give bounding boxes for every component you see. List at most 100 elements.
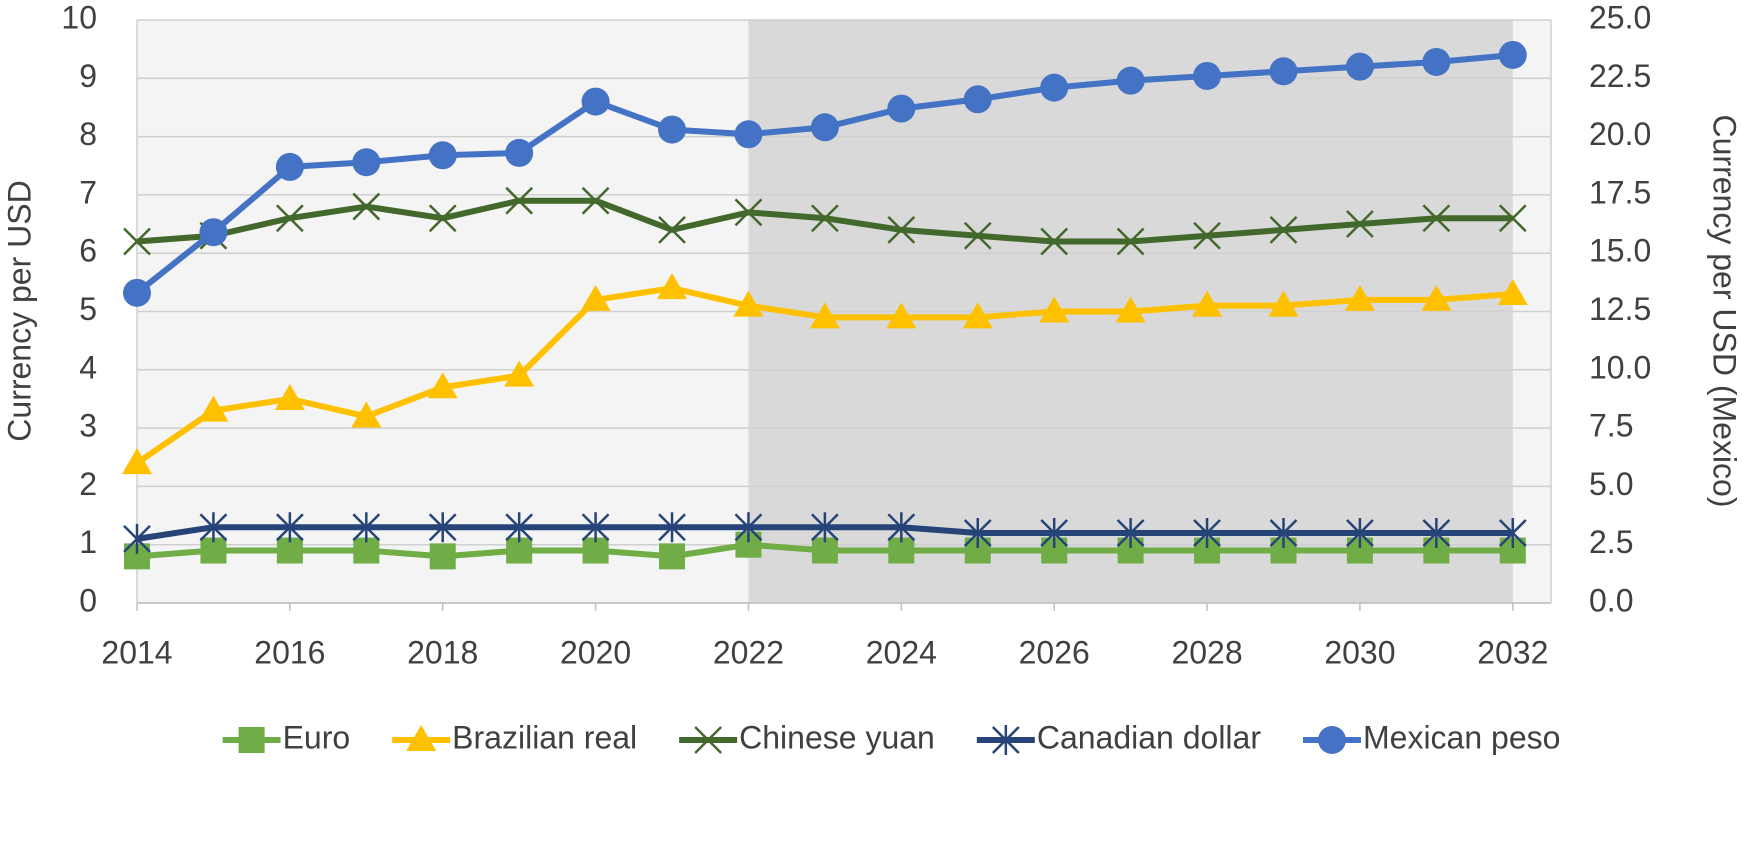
marker-shape bbox=[275, 204, 304, 233]
marker-shape bbox=[1497, 279, 1528, 306]
y-tick-label: 3 bbox=[79, 408, 97, 444]
legend-label: Chinese yuan bbox=[739, 719, 935, 755]
data-point bbox=[504, 360, 535, 387]
data-point bbox=[734, 198, 763, 227]
marker-shape bbox=[1422, 47, 1451, 76]
x-tick-label: 2028 bbox=[1171, 634, 1242, 670]
marker-shape bbox=[275, 152, 304, 181]
data-point bbox=[123, 523, 151, 554]
marker-shape bbox=[581, 87, 610, 116]
y2-axis-label: Currency per USD (Mexico) bbox=[1707, 115, 1743, 508]
legend-label: Canadian dollar bbox=[1037, 719, 1262, 755]
data-point bbox=[1346, 518, 1374, 549]
marker-shape bbox=[658, 115, 687, 144]
marker-shape bbox=[658, 215, 686, 244]
marker-shape bbox=[1193, 518, 1221, 549]
marker-shape bbox=[1115, 296, 1146, 323]
y2-tick-label: 2.5 bbox=[1589, 524, 1633, 560]
legend-label: Brazilian real bbox=[452, 719, 637, 755]
marker-shape bbox=[238, 727, 265, 753]
data-point bbox=[1040, 518, 1069, 549]
legend-label: Mexican peso bbox=[1363, 719, 1560, 755]
data-point bbox=[428, 141, 457, 170]
marker-shape bbox=[886, 302, 917, 329]
legend-item: Euro bbox=[222, 719, 350, 755]
marker-shape bbox=[352, 192, 381, 221]
data-point bbox=[505, 186, 534, 215]
marker-shape bbox=[581, 512, 610, 543]
data-point bbox=[581, 87, 610, 116]
marker-shape bbox=[1269, 215, 1298, 244]
data-point bbox=[1422, 47, 1451, 76]
legend-marker bbox=[1317, 726, 1346, 754]
x-tick-label: 2016 bbox=[254, 634, 325, 670]
y2-tick-label: 5.0 bbox=[1589, 466, 1633, 502]
marker-shape bbox=[1345, 52, 1374, 81]
marker-shape bbox=[352, 512, 381, 543]
data-point bbox=[1040, 73, 1069, 102]
marker-shape bbox=[1040, 227, 1069, 256]
data-point bbox=[1268, 290, 1299, 317]
data-point bbox=[734, 512, 763, 543]
x-tick-label: 2018 bbox=[407, 634, 478, 670]
marker-shape bbox=[1498, 204, 1527, 233]
y-tick-label: 2 bbox=[79, 466, 97, 502]
y-tick-label: 8 bbox=[79, 116, 97, 152]
data-point bbox=[1421, 284, 1452, 311]
marker-shape bbox=[1317, 726, 1346, 754]
data-point bbox=[887, 512, 916, 543]
data-point bbox=[275, 512, 304, 543]
y-tick-label: 1 bbox=[79, 524, 97, 560]
marker-shape bbox=[694, 726, 723, 754]
data-point bbox=[1345, 52, 1374, 81]
marker-shape bbox=[1039, 296, 1070, 323]
marker-shape bbox=[887, 215, 916, 244]
marker-shape bbox=[657, 273, 688, 300]
data-point bbox=[427, 372, 458, 399]
data-point bbox=[811, 512, 839, 543]
data-point bbox=[199, 218, 228, 247]
data-point bbox=[1497, 279, 1528, 306]
y-tick-label: 9 bbox=[79, 58, 97, 94]
marker-shape bbox=[887, 512, 916, 543]
data-point bbox=[1116, 227, 1145, 256]
data-point bbox=[1422, 204, 1451, 233]
x-tick-label: 2024 bbox=[866, 634, 937, 670]
data-point bbox=[123, 227, 151, 256]
legend-marker bbox=[694, 726, 723, 754]
marker-shape bbox=[1346, 518, 1374, 549]
marker-shape bbox=[1422, 204, 1451, 233]
data-point bbox=[962, 302, 993, 329]
x-tick-label: 2022 bbox=[713, 634, 784, 670]
marker-shape bbox=[406, 725, 437, 751]
marker-shape bbox=[123, 227, 151, 256]
data-point bbox=[1269, 518, 1298, 549]
data-point bbox=[1193, 221, 1221, 250]
marker-shape bbox=[734, 120, 763, 149]
data-point bbox=[352, 512, 381, 543]
x-tick-label: 2020 bbox=[560, 634, 631, 670]
marker-shape bbox=[1422, 518, 1451, 549]
y2-tick-label: 0.0 bbox=[1589, 582, 1633, 618]
legend: Euro Brazilian real Chinese yuan Canadian d… bbox=[222, 719, 1560, 755]
marker-shape bbox=[1193, 221, 1221, 250]
data-point bbox=[274, 383, 305, 410]
x-tick-label: 2032 bbox=[1477, 634, 1548, 670]
legend-marker bbox=[406, 725, 437, 751]
y2-tick-label: 12.5 bbox=[1589, 291, 1651, 327]
data-point bbox=[505, 138, 534, 167]
y2-tick-label: 17.5 bbox=[1589, 174, 1651, 210]
data-point bbox=[1040, 227, 1069, 256]
x-tick-label: 2030 bbox=[1324, 634, 1395, 670]
marker-shape bbox=[505, 512, 534, 543]
marker-shape bbox=[427, 372, 458, 399]
data-point bbox=[429, 543, 456, 570]
data-point bbox=[1115, 296, 1146, 323]
data-point bbox=[505, 512, 534, 543]
marker-shape bbox=[198, 395, 229, 422]
legend-item: Brazilian real bbox=[392, 719, 637, 755]
data-point bbox=[659, 543, 686, 570]
marker-shape bbox=[123, 523, 151, 554]
marker-shape bbox=[1040, 73, 1069, 102]
